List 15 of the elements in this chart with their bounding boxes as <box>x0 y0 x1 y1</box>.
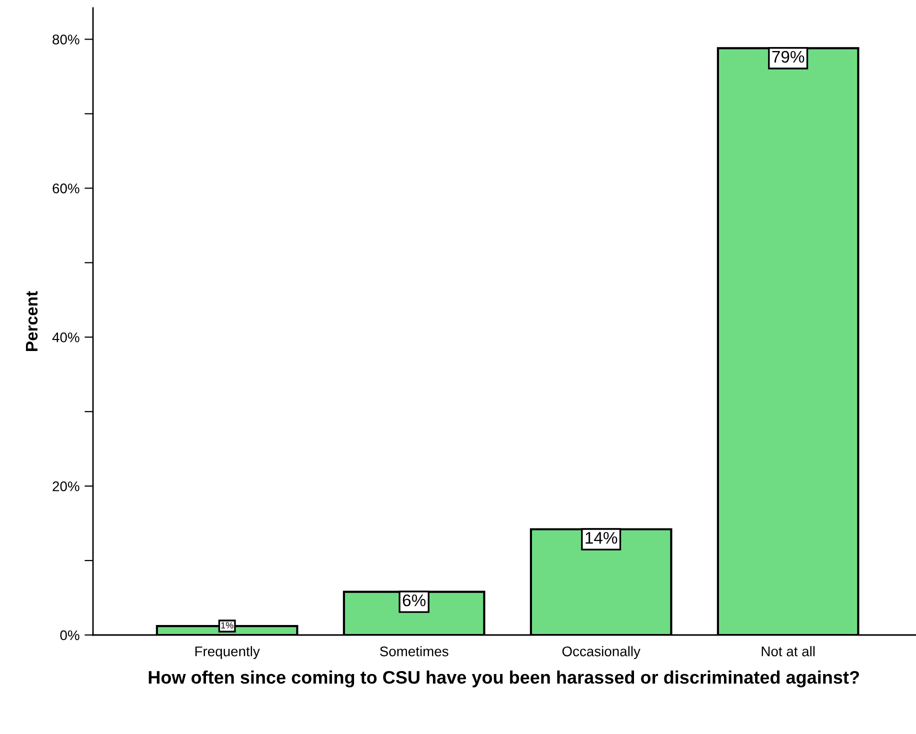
y-axis-title: Percent <box>26 291 38 351</box>
y-tick-label: 80% <box>52 34 80 44</box>
x-tick-label: Occasionally <box>562 646 640 660</box>
data-label: 6% <box>402 594 426 606</box>
data-label: 79% <box>772 50 804 63</box>
y-tick-label: 0% <box>60 630 80 640</box>
y-tick-label: 60% <box>52 184 80 194</box>
y-tick-label: 20% <box>52 481 80 492</box>
data-label: 1% <box>221 622 234 628</box>
x-tick-label: Not at all <box>762 646 815 656</box>
x-axis-title: How often since coming to CSU have you been harassed or discriminated against? <box>148 670 859 688</box>
data-label: 14% <box>586 532 618 544</box>
x-tick-label: Frequently <box>195 646 260 660</box>
y-tick-label: 40% <box>52 332 80 342</box>
x-tick-label: Sometimes <box>380 646 448 656</box>
